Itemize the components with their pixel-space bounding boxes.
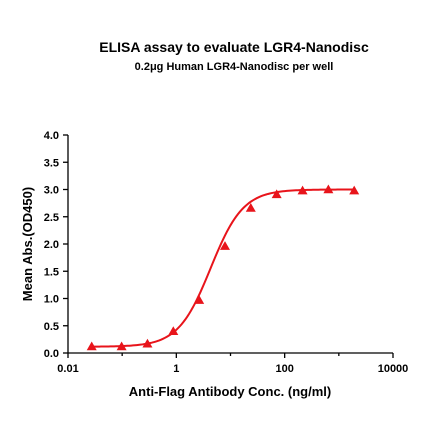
- data-point: [142, 338, 153, 348]
- y-tick-label: 1.0: [44, 294, 59, 306]
- data-point: [297, 185, 308, 195]
- y-tick-label: 3.0: [44, 185, 59, 197]
- data-point: [323, 184, 334, 194]
- data-point: [116, 341, 127, 351]
- data-point: [271, 189, 282, 199]
- data-point: [86, 341, 97, 351]
- data-points: [86, 184, 360, 351]
- y-tick-label: 0.5: [44, 321, 59, 333]
- data-point: [219, 241, 230, 250]
- data-point: [194, 295, 205, 304]
- x-axis: 0.01 1 100 10000: [57, 352, 409, 375]
- x-tick-label: 10000: [378, 363, 409, 375]
- data-point: [245, 203, 256, 212]
- y-tick-label: 2.5: [44, 212, 59, 224]
- chart-subtitle: 0.2μg Human LGR4-Nanodisc per well: [135, 61, 334, 73]
- y-tick-label: 0.0: [44, 348, 59, 360]
- x-axis-label: Anti-Flag Antibody Conc. (ng/ml): [129, 384, 331, 399]
- x-tick-label: 1: [173, 363, 179, 375]
- data-point: [349, 185, 360, 195]
- y-tick-label: 2.0: [44, 239, 59, 251]
- y-axis: 0.0 0.5 1.0 1.5 2.0 2.5 3.0 3.5 4.0: [44, 130, 69, 360]
- y-axis-label: Mean Abs.(OD450): [20, 187, 35, 301]
- y-tick-label: 3.5: [44, 157, 59, 169]
- y-tick-label: 1.5: [44, 266, 59, 278]
- x-tick-label: 100: [275, 363, 293, 375]
- chart-title: ELISA assay to evaluate LGR4-Nanodisc: [99, 39, 369, 55]
- data-point: [168, 326, 179, 335]
- y-tick-label: 4.0: [44, 130, 59, 142]
- x-tick-label: 0.01: [57, 363, 78, 375]
- fit-curve: [91, 188, 355, 348]
